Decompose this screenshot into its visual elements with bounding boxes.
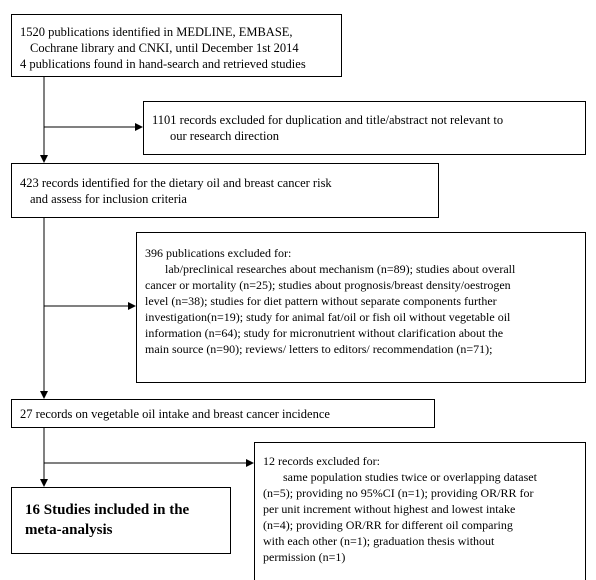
excluded-records-line-3: (n=5); providing no 95%CI (n=1); providi… <box>263 486 534 500</box>
excluded-publications-line-7: main source (n=90); reviews/ letters to … <box>145 342 493 356</box>
excluded-records-line-7: permission (n=1) <box>263 550 346 564</box>
box-excluded-records: 12 records excluded for: same population… <box>254 442 586 580</box>
excluded-records-line-5: (n=4); providing OR/RR for different oil… <box>263 518 513 532</box>
excluded-records-line-2: same population studies twice or overlap… <box>283 470 537 484</box>
included-line-1: 16 Studies included in the <box>25 502 190 518</box>
screened-line-2: and assess for inclusion criteria <box>30 192 187 206</box>
excluded-publications-line-4: level (n=38); studies for diet pattern w… <box>145 294 497 308</box>
identified-line-2: Cochrane library and CNKI, until Decembe… <box>30 41 299 55</box>
excluded-records-line-4: per unit increment without highest and l… <box>263 502 516 516</box>
excluded-duplicates-line-2: our research direction <box>170 129 279 143</box>
box-excluded-duplicates: 1101 records excluded for duplication an… <box>143 101 586 155</box>
box-identified: 1520 publications identified in MEDLINE,… <box>11 14 342 77</box>
box-screened: 423 records identified for the dietary o… <box>11 163 439 218</box>
excluded-records-line-1: 12 records excluded for: <box>263 454 380 468</box>
included-line-2: meta-analysis <box>25 522 113 538</box>
identified-line-3: 4 publications found in hand-search and … <box>20 57 306 71</box>
box-excluded-publications: 396 publications excluded for: lab/precl… <box>136 232 586 383</box>
excluded-publications-line-6: information (n=64); study for micronutri… <box>145 326 504 340</box>
excluded-publications-line-3: cancer or mortality (n=25); studies abou… <box>145 278 511 292</box>
excluded-publications-line-2: lab/preclinical researches about mechani… <box>165 262 516 276</box>
box-included: 16 Studies included in the meta-analysis <box>11 487 231 554</box>
eligible-line-1: 27 records on vegetable oil intake and b… <box>20 407 330 421</box>
excluded-duplicates-line-1: 1101 records excluded for duplication an… <box>152 113 504 127</box>
identified-line-1: 1520 publications identified in MEDLINE,… <box>20 25 293 39</box>
excluded-publications-line-1: 396 publications excluded for: <box>145 246 292 260</box>
excluded-records-line-6: with each other (n=1); graduation thesis… <box>263 534 495 548</box>
box-eligible: 27 records on vegetable oil intake and b… <box>11 399 435 428</box>
excluded-publications-line-5: investigation(n=19); study for animal fa… <box>145 310 511 324</box>
screened-line-1: 423 records identified for the dietary o… <box>20 176 332 190</box>
